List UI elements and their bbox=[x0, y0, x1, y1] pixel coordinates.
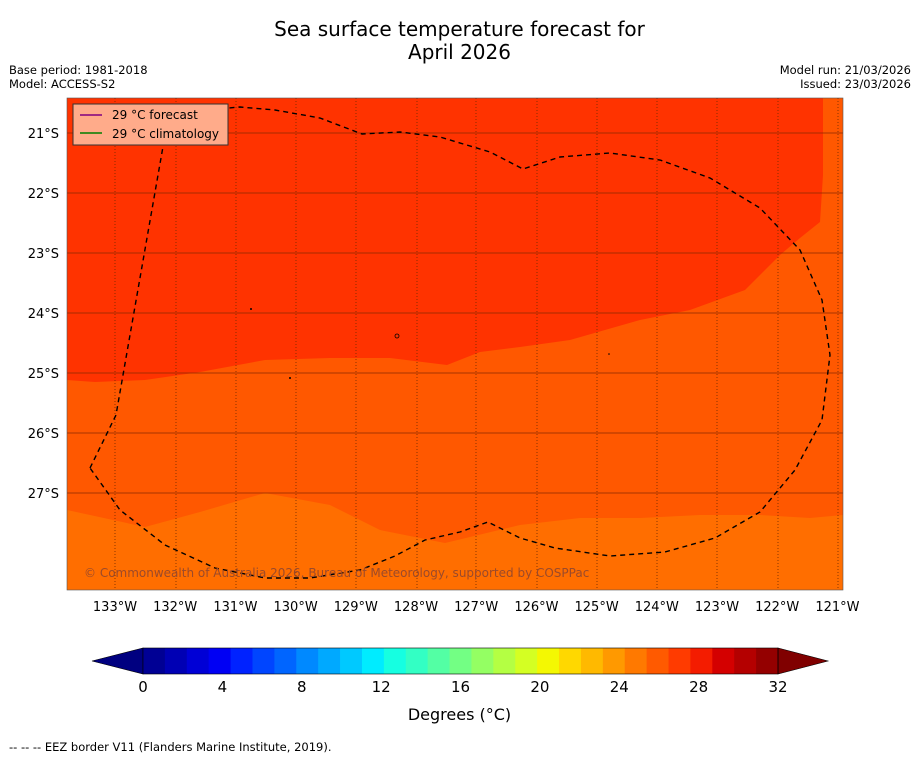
map-figure: 29 °C forecast 29 °C climatology © Commo… bbox=[28, 97, 860, 696]
latitude-label: 26°S bbox=[28, 427, 59, 442]
longitude-label: 128°W bbox=[394, 600, 438, 615]
longitude-label: 122°W bbox=[755, 600, 799, 615]
colorbar-segment bbox=[602, 648, 626, 674]
colorbar-tick-label: 32 bbox=[768, 678, 787, 696]
issued-date: Issued: 23/03/2026 bbox=[800, 77, 911, 91]
colorbar-segment bbox=[449, 648, 472, 674]
meta-right: Model run: 21/03/2026 Issued: 23/03/2026 bbox=[780, 63, 911, 91]
latitude-label: 22°S bbox=[28, 187, 59, 202]
map-area bbox=[67, 98, 843, 590]
colorbar-segment bbox=[537, 648, 560, 674]
colorbar bbox=[91, 647, 830, 675]
longitude-label: 133°W bbox=[93, 600, 137, 615]
island-marker bbox=[608, 353, 610, 355]
colorbar-segment bbox=[580, 648, 604, 674]
legend-climatology-label: 29 °C climatology bbox=[112, 127, 219, 141]
island-marker bbox=[289, 377, 291, 379]
colorbar-over-arrow bbox=[777, 647, 830, 675]
map-frame bbox=[66, 97, 844, 591]
latitude-label: 27°S bbox=[28, 487, 59, 502]
latitude-label: 24°S bbox=[28, 307, 59, 322]
longitude-label: 121°W bbox=[815, 600, 859, 615]
colorbar-segment bbox=[427, 648, 450, 674]
colorbar-segment bbox=[405, 648, 429, 674]
colorbar-segment bbox=[493, 648, 516, 674]
latitude-labels: 21°S 22°S 23°S 24°S 25°S 26°S 27°S bbox=[28, 127, 59, 502]
latitude-label: 25°S bbox=[28, 367, 59, 382]
longitude-labels: 133°W 132°W 131°W 130°W 129°W 128°W 127°W 126°W… bbox=[93, 600, 860, 615]
colorbar-label: Degrees (°C) bbox=[407, 705, 512, 724]
latitude-label: 23°S bbox=[28, 247, 59, 262]
footer-note: -- -- -- EEZ border V11 (Flanders Marine… bbox=[9, 740, 332, 754]
legend-forecast-label: 29 °C forecast bbox=[112, 108, 198, 122]
colorbar-segment bbox=[230, 648, 253, 674]
longitude-label: 130°W bbox=[274, 600, 318, 615]
colorbar-segment bbox=[296, 648, 319, 674]
colorbar-tick-label: 24 bbox=[610, 678, 629, 696]
colorbar-segment bbox=[340, 648, 363, 674]
right-edge-strip bbox=[823, 98, 843, 228]
colorbar-tick-label: 16 bbox=[451, 678, 470, 696]
colorbar-tick-label: 0 bbox=[138, 678, 148, 696]
longitude-label: 131°W bbox=[213, 600, 257, 615]
colorbar-tick-label: 4 bbox=[218, 678, 228, 696]
longitude-label: 126°W bbox=[514, 600, 558, 615]
colorbar-segment bbox=[274, 648, 297, 674]
longitude-label: 123°W bbox=[695, 600, 739, 615]
graticule bbox=[114, 98, 839, 590]
colorbar-tick-label: 20 bbox=[530, 678, 549, 696]
colorbar-segment bbox=[208, 648, 231, 674]
colorbar-segment bbox=[383, 648, 407, 674]
longitude-label: 124°W bbox=[635, 600, 679, 615]
meta-left: Base period: 1981-2018 Model: ACCESS-S2 bbox=[9, 63, 148, 91]
warm-zone bbox=[67, 98, 823, 382]
colorbar-segment bbox=[646, 648, 669, 674]
colorbar-segment bbox=[668, 648, 691, 674]
colorbar-segment bbox=[734, 648, 757, 674]
latitude-label: 21°S bbox=[28, 127, 59, 142]
islands bbox=[250, 308, 610, 379]
graticule-latitudes bbox=[67, 132, 843, 494]
model-name: Model: ACCESS-S2 bbox=[9, 77, 116, 91]
colorbar-under-arrow bbox=[91, 647, 144, 675]
colorbar-segment bbox=[164, 648, 188, 674]
longitude-label: 132°W bbox=[153, 600, 197, 615]
title-line-2: April 2026 bbox=[408, 40, 511, 64]
eez-border bbox=[89, 106, 831, 579]
colorbar-segment bbox=[186, 648, 210, 674]
colorbar-segment bbox=[471, 648, 494, 674]
copyright-notice: © Commonwealth of Australia 2026, Bureau… bbox=[84, 566, 589, 580]
title-line-1: Sea surface temperature forecast for bbox=[274, 17, 645, 41]
colorbar-segment bbox=[318, 648, 341, 674]
longitude-label: 127°W bbox=[454, 600, 498, 615]
colorbar-segment bbox=[559, 648, 582, 674]
colorbar-segment bbox=[143, 648, 166, 674]
colorbar-segment bbox=[252, 648, 275, 674]
legend-background bbox=[72, 103, 229, 146]
model-run: Model run: 21/03/2026 bbox=[779, 63, 911, 77]
colorbar-segment bbox=[690, 648, 713, 674]
colorbar-segment bbox=[712, 648, 735, 674]
colorbar-frame bbox=[142, 647, 779, 675]
island-marker bbox=[394, 333, 400, 339]
longitude-label: 125°W bbox=[575, 600, 619, 615]
legend-box: 29 °C forecast 29 °C climatology bbox=[72, 103, 229, 146]
island-marker bbox=[250, 308, 252, 310]
base-period: Base period: 1981-2018 bbox=[9, 63, 148, 77]
colorbar-tick-label: 28 bbox=[689, 678, 708, 696]
colorbar-segment bbox=[361, 648, 385, 674]
longitude-label: 129°W bbox=[334, 600, 378, 615]
chart-title: Sea surface temperature forecast for Apr… bbox=[0, 18, 919, 64]
colorbar-segment bbox=[624, 648, 648, 674]
colorbar-segment bbox=[756, 648, 779, 674]
colorbar-tick-label: 12 bbox=[372, 678, 391, 696]
colorbar-segment bbox=[515, 648, 538, 674]
colorbar-ticks: 0 4 8 12 16 20 24 28 32 bbox=[138, 678, 787, 696]
colorbar-tick-label: 8 bbox=[297, 678, 307, 696]
